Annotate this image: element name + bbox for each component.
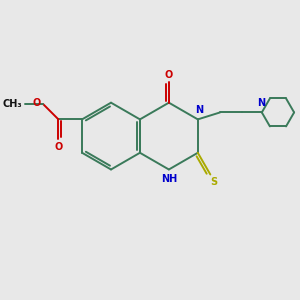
Text: O: O xyxy=(54,142,62,152)
Text: CH₃: CH₃ xyxy=(3,99,22,109)
Text: S: S xyxy=(210,177,217,187)
Text: N: N xyxy=(195,105,203,115)
Text: O: O xyxy=(33,98,41,108)
Text: O: O xyxy=(165,70,173,80)
Text: N: N xyxy=(257,98,265,108)
Text: NH: NH xyxy=(161,175,177,184)
